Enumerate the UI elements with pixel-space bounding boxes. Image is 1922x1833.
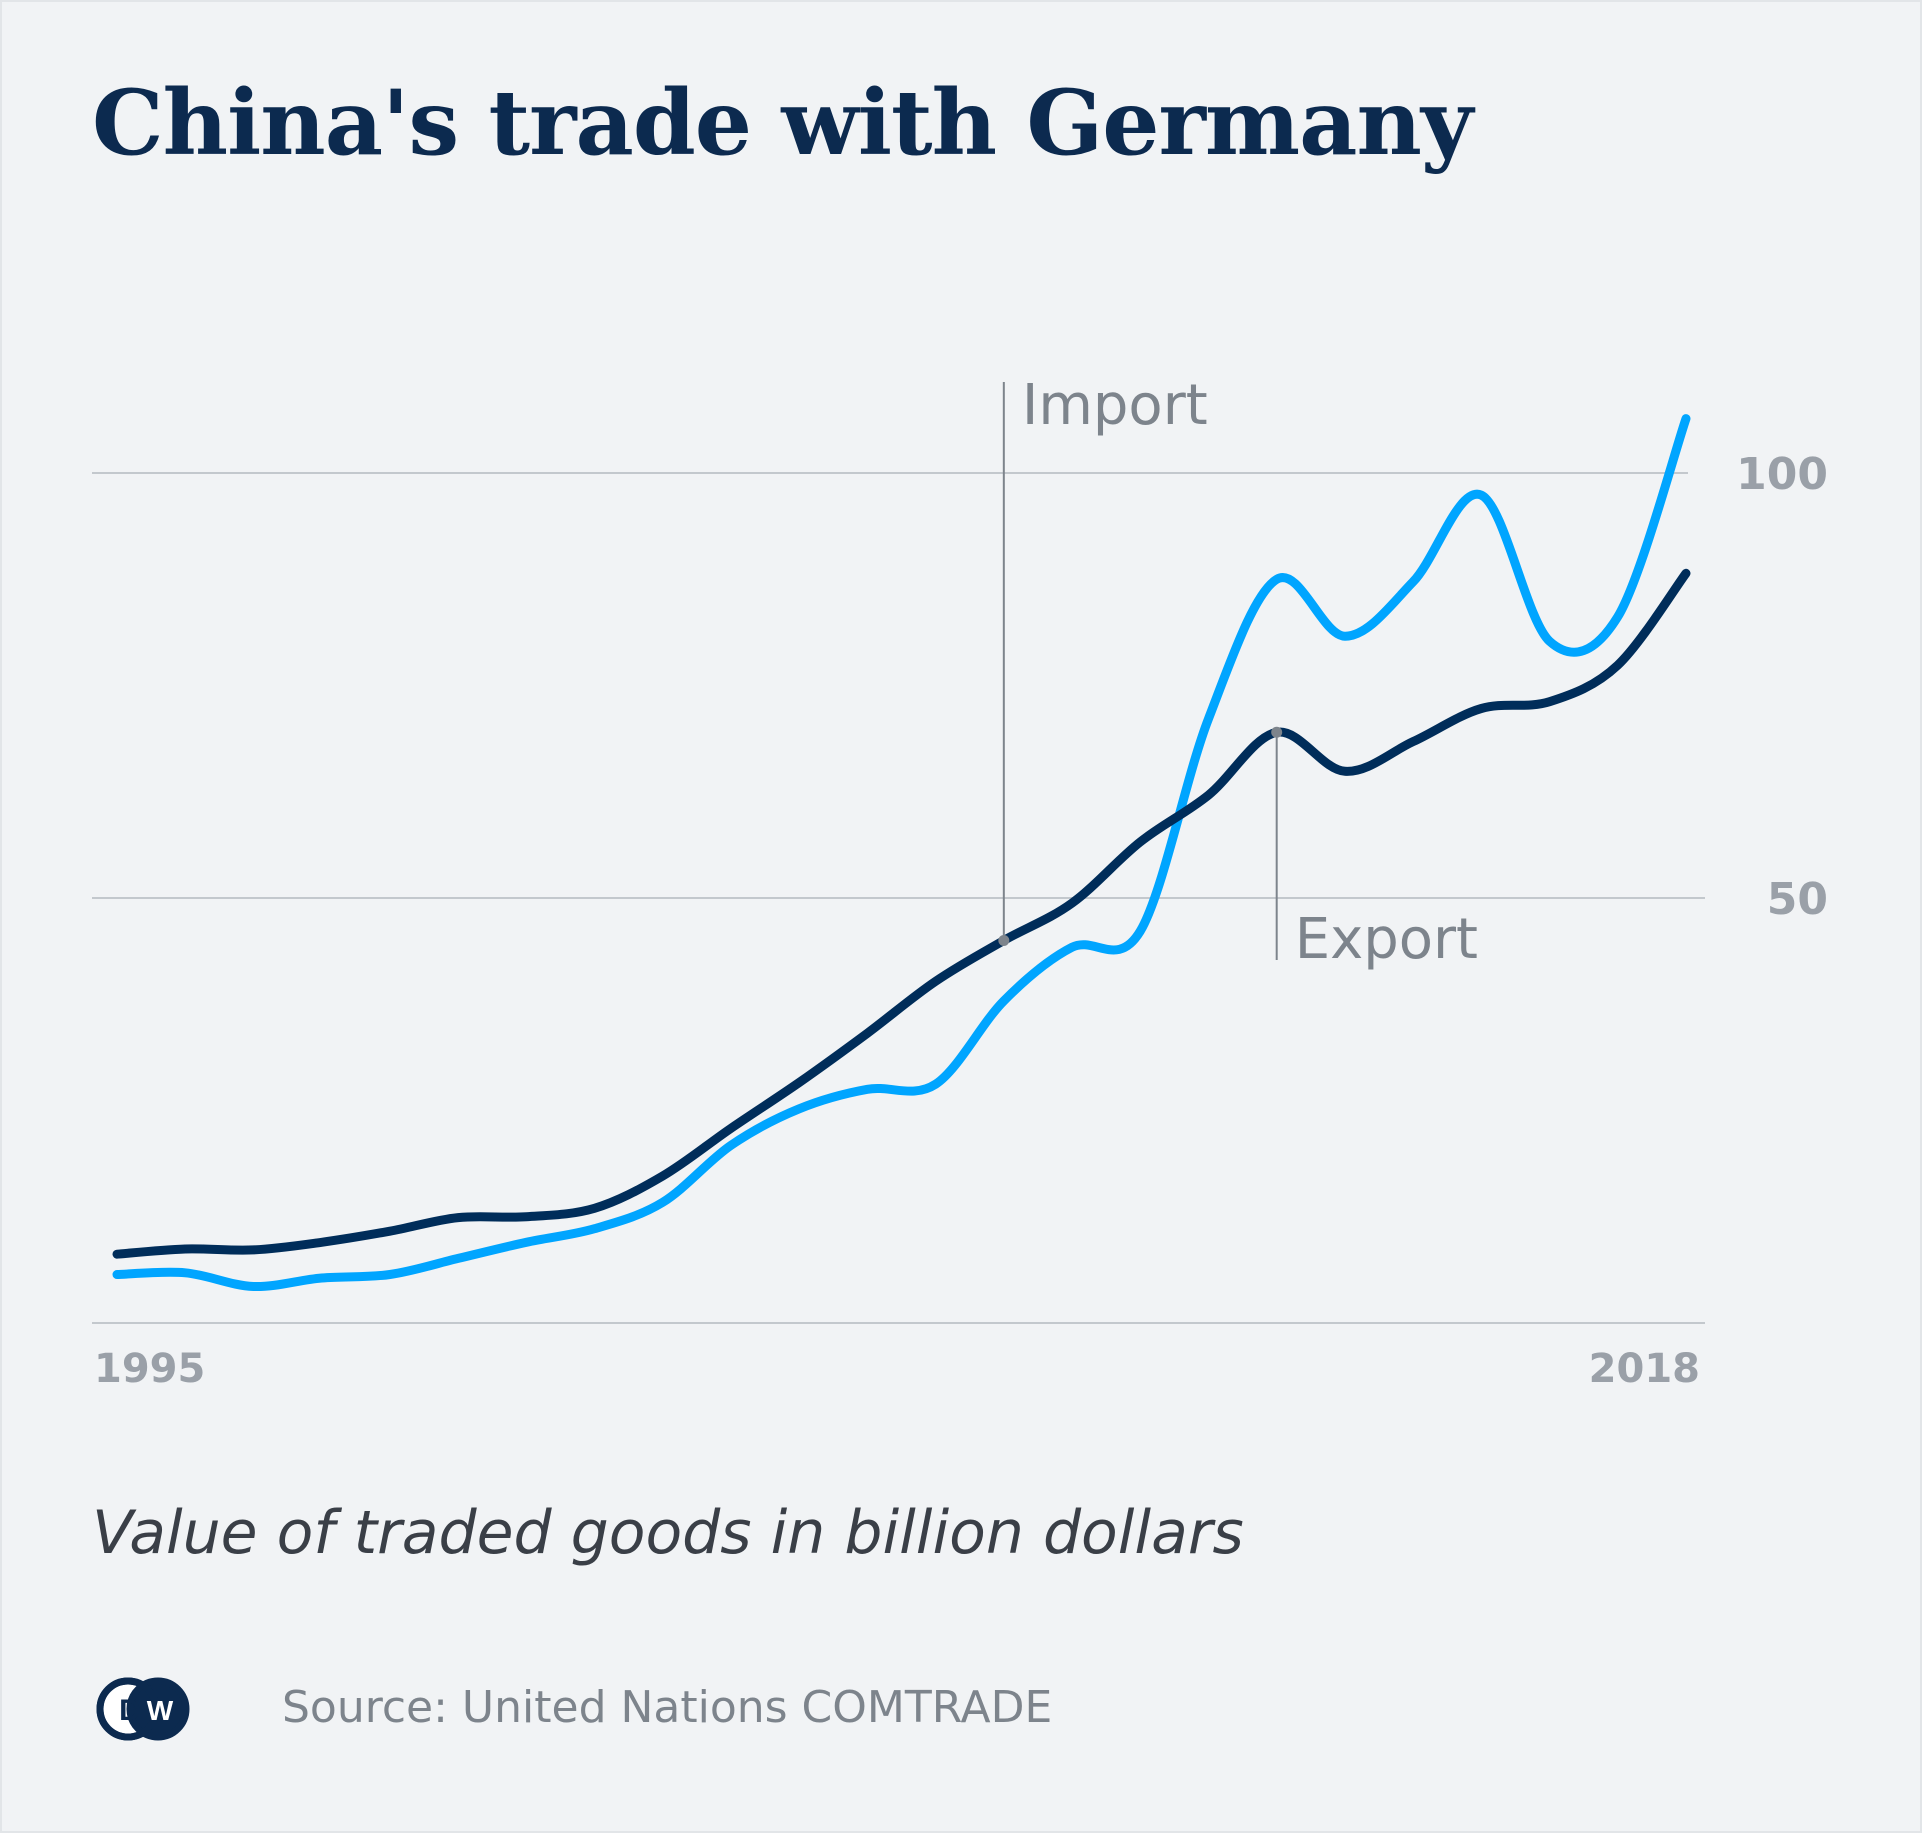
annotation-label-import: Import xyxy=(1022,373,1208,438)
dw-logo: D W xyxy=(96,1677,190,1741)
annotation-dot-import xyxy=(998,935,1010,946)
svg-text:W: W xyxy=(147,1695,174,1726)
y-tick-label: 50 xyxy=(1767,874,1828,925)
x-tick-label: 2018 xyxy=(1589,1346,1700,1392)
chart-title: China's trade with Germany xyxy=(92,70,1473,176)
annotation-label-export: Export xyxy=(1295,907,1478,972)
y-tick-label: 100 xyxy=(1736,449,1828,500)
series-line-export xyxy=(112,414,1691,1292)
source-note: Source: United Nations COMTRADE xyxy=(282,1682,1053,1733)
chart-subtitle: Value of traded goods in billion dollars xyxy=(92,1498,1244,1568)
annotation-dot-export xyxy=(1271,726,1283,738)
svg-text:D: D xyxy=(119,1694,141,1727)
footer: D W Source: United Nations COMTRADE xyxy=(92,1668,1092,1750)
x-tick-label: 1995 xyxy=(94,1346,205,1392)
series-line-import xyxy=(112,568,1691,1259)
